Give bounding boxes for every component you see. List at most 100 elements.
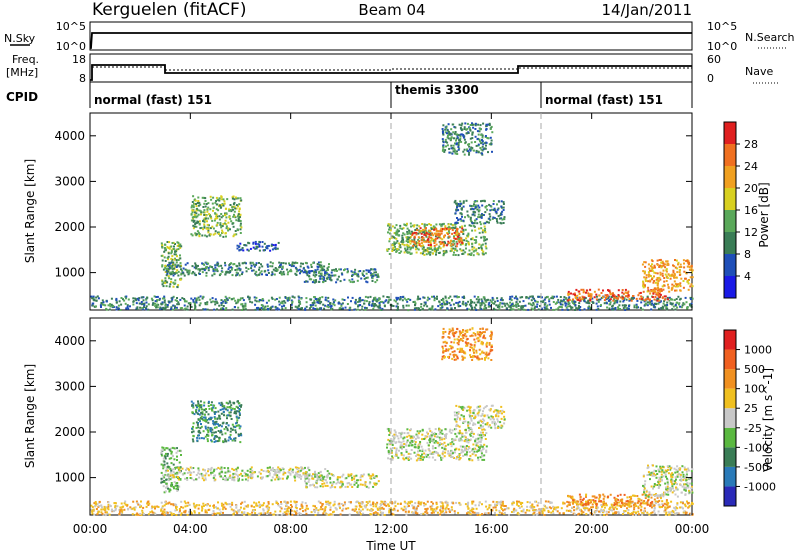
power-cell — [220, 224, 223, 227]
power-cell — [278, 308, 281, 311]
power-cell — [476, 252, 479, 255]
power-cell — [658, 296, 661, 299]
power-cell — [168, 267, 171, 270]
power-cell — [469, 137, 472, 140]
power-cell — [176, 285, 179, 288]
freq-frame — [89, 53, 693, 83]
power-cell — [477, 133, 480, 136]
velocity-cell — [210, 466, 213, 469]
power-cell — [186, 269, 189, 272]
velocity-cell — [178, 466, 181, 469]
power-cell — [152, 302, 155, 305]
power-cell — [481, 140, 484, 143]
power-cell — [357, 305, 359, 308]
power-cell — [216, 261, 219, 264]
power-cell — [609, 293, 612, 296]
power-cell — [164, 277, 167, 280]
power-cell — [524, 304, 527, 307]
power-cell — [498, 305, 501, 308]
power-cell — [180, 273, 183, 276]
power-cell — [387, 231, 389, 234]
velocity-cell — [166, 485, 169, 488]
power-cell — [283, 304, 285, 307]
power-cell — [515, 295, 517, 298]
velocity-cell — [571, 506, 574, 509]
velocity-cell — [655, 502, 658, 505]
power-cell — [567, 290, 570, 293]
velocity-cell — [329, 506, 332, 509]
power-cell — [385, 299, 388, 302]
power-cell — [455, 240, 458, 243]
power-cell — [167, 247, 170, 249]
velocity-cell — [164, 457, 167, 460]
power-cell — [666, 296, 669, 299]
power-cell — [433, 295, 435, 298]
power-cell — [201, 267, 204, 270]
power-cell — [329, 302, 331, 305]
power-cell — [250, 264, 253, 267]
power-cell — [156, 306, 159, 309]
power-cell — [449, 138, 452, 141]
power-cell — [422, 229, 425, 232]
power-cell — [567, 292, 570, 295]
power-cell — [485, 205, 488, 207]
power-cell — [465, 199, 468, 202]
power-cell — [224, 219, 227, 222]
power-cell — [470, 219, 473, 222]
power-cell — [637, 294, 640, 297]
power-cell — [430, 226, 433, 229]
power-cell — [180, 245, 183, 248]
power-cell — [378, 297, 381, 300]
power-cell — [560, 299, 563, 302]
power-colorbar-tick-label: 4 — [744, 270, 751, 283]
power-cell — [177, 284, 180, 287]
velocity-cell — [225, 476, 228, 479]
power-cell — [186, 308, 188, 311]
power-cell — [517, 308, 520, 311]
power-cell — [587, 307, 590, 310]
velocity-cell — [198, 504, 201, 507]
power-cell — [179, 257, 182, 260]
power-cell — [140, 301, 143, 303]
power-cell — [186, 262, 189, 265]
power-cell — [154, 300, 157, 303]
power-cell — [590, 307, 592, 310]
velocity-cell — [164, 501, 167, 504]
power-cell — [480, 227, 483, 230]
power-cell — [425, 233, 428, 236]
power-cell — [442, 242, 445, 245]
power-cell — [502, 222, 505, 224]
power-cell — [655, 303, 657, 306]
power-cell — [680, 306, 683, 309]
velocity-cell — [466, 503, 469, 506]
velocity-cell — [671, 511, 673, 514]
power-cell — [648, 267, 651, 270]
power-cell — [239, 269, 242, 272]
power-cell — [456, 242, 459, 245]
power-cell — [200, 213, 202, 216]
power-cell — [460, 249, 463, 252]
power-cell — [501, 302, 504, 305]
velocity-cell — [402, 509, 405, 512]
power-cell — [267, 272, 270, 274]
power-cell — [650, 300, 653, 302]
velocity-cell — [313, 511, 316, 514]
power-cell — [209, 215, 212, 217]
power-cell — [564, 304, 567, 307]
power-heatmap — [90, 122, 694, 312]
power-cell — [262, 299, 265, 302]
power-colorbar-swatch — [724, 210, 736, 232]
velocity-cell — [143, 513, 145, 516]
velocity-cell — [676, 507, 679, 510]
power-cell — [249, 300, 252, 303]
velocity-cell — [120, 508, 123, 511]
power-cell — [597, 307, 600, 310]
power-cell — [324, 304, 327, 307]
velocity-cell — [176, 450, 179, 453]
power-cell — [607, 295, 610, 298]
power-cell — [617, 294, 620, 296]
power-cell — [195, 299, 198, 302]
velocity-cell — [162, 467, 165, 470]
power-cell — [521, 306, 524, 309]
power-cell — [242, 299, 245, 302]
